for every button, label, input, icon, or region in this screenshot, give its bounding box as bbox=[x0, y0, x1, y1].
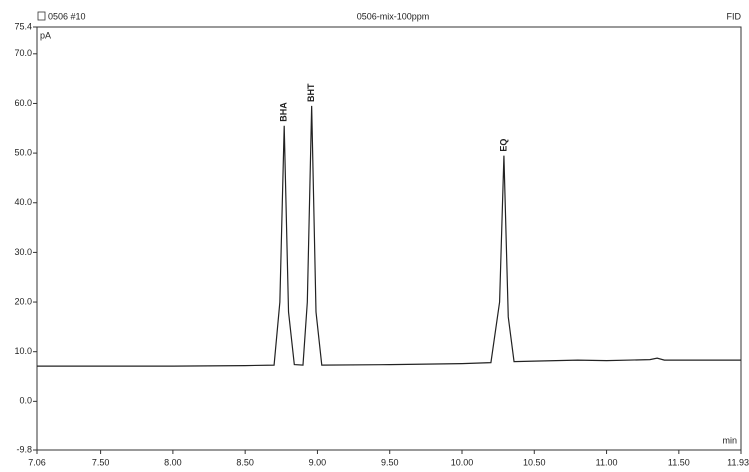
y-tick-label: 70.0 bbox=[14, 48, 32, 58]
y-tick-label: -9.8 bbox=[16, 444, 32, 454]
x-tick-label: 9.00 bbox=[309, 457, 327, 467]
x-tick-label: 10.00 bbox=[451, 457, 474, 467]
x-tick-label: 8.50 bbox=[236, 457, 254, 467]
detector: FID bbox=[727, 11, 742, 21]
run-icon bbox=[37, 11, 46, 21]
y-tick-label: 0.0 bbox=[19, 396, 32, 406]
run-label: 0506 #10 bbox=[48, 11, 86, 21]
x-tick-label: 8.00 bbox=[164, 457, 182, 467]
x-tick-label: 11.93 bbox=[727, 457, 749, 467]
y-tick-label: 10.0 bbox=[14, 346, 32, 356]
y-tick-label: 20.0 bbox=[14, 296, 32, 306]
plot-frame bbox=[36, 26, 742, 451]
peak-label: BHA bbox=[279, 102, 289, 122]
y-tick-label: 50.0 bbox=[14, 147, 32, 157]
x-tick-label: 11.50 bbox=[668, 457, 690, 467]
peak-label: EQ bbox=[498, 139, 508, 152]
x-tick-label: 10.50 bbox=[523, 457, 546, 467]
x-tick-label: 9.50 bbox=[381, 457, 399, 467]
x-unit: min bbox=[722, 435, 737, 445]
peak-label: BHT bbox=[306, 83, 316, 102]
x-tick-label: 11.00 bbox=[596, 457, 618, 467]
chart-title: 0506-mix-100ppm bbox=[357, 11, 430, 21]
y-unit: pA bbox=[40, 30, 51, 40]
x-tick-label: 7.50 bbox=[92, 457, 110, 467]
y-tick-label: 75.4 bbox=[14, 21, 32, 31]
signal-trace bbox=[37, 105, 741, 367]
y-tick-label: 30.0 bbox=[14, 247, 32, 257]
y-tick-label: 60.0 bbox=[14, 98, 32, 108]
x-tick-label: 7.06 bbox=[28, 457, 46, 467]
y-tick-label: 40.0 bbox=[14, 197, 32, 207]
